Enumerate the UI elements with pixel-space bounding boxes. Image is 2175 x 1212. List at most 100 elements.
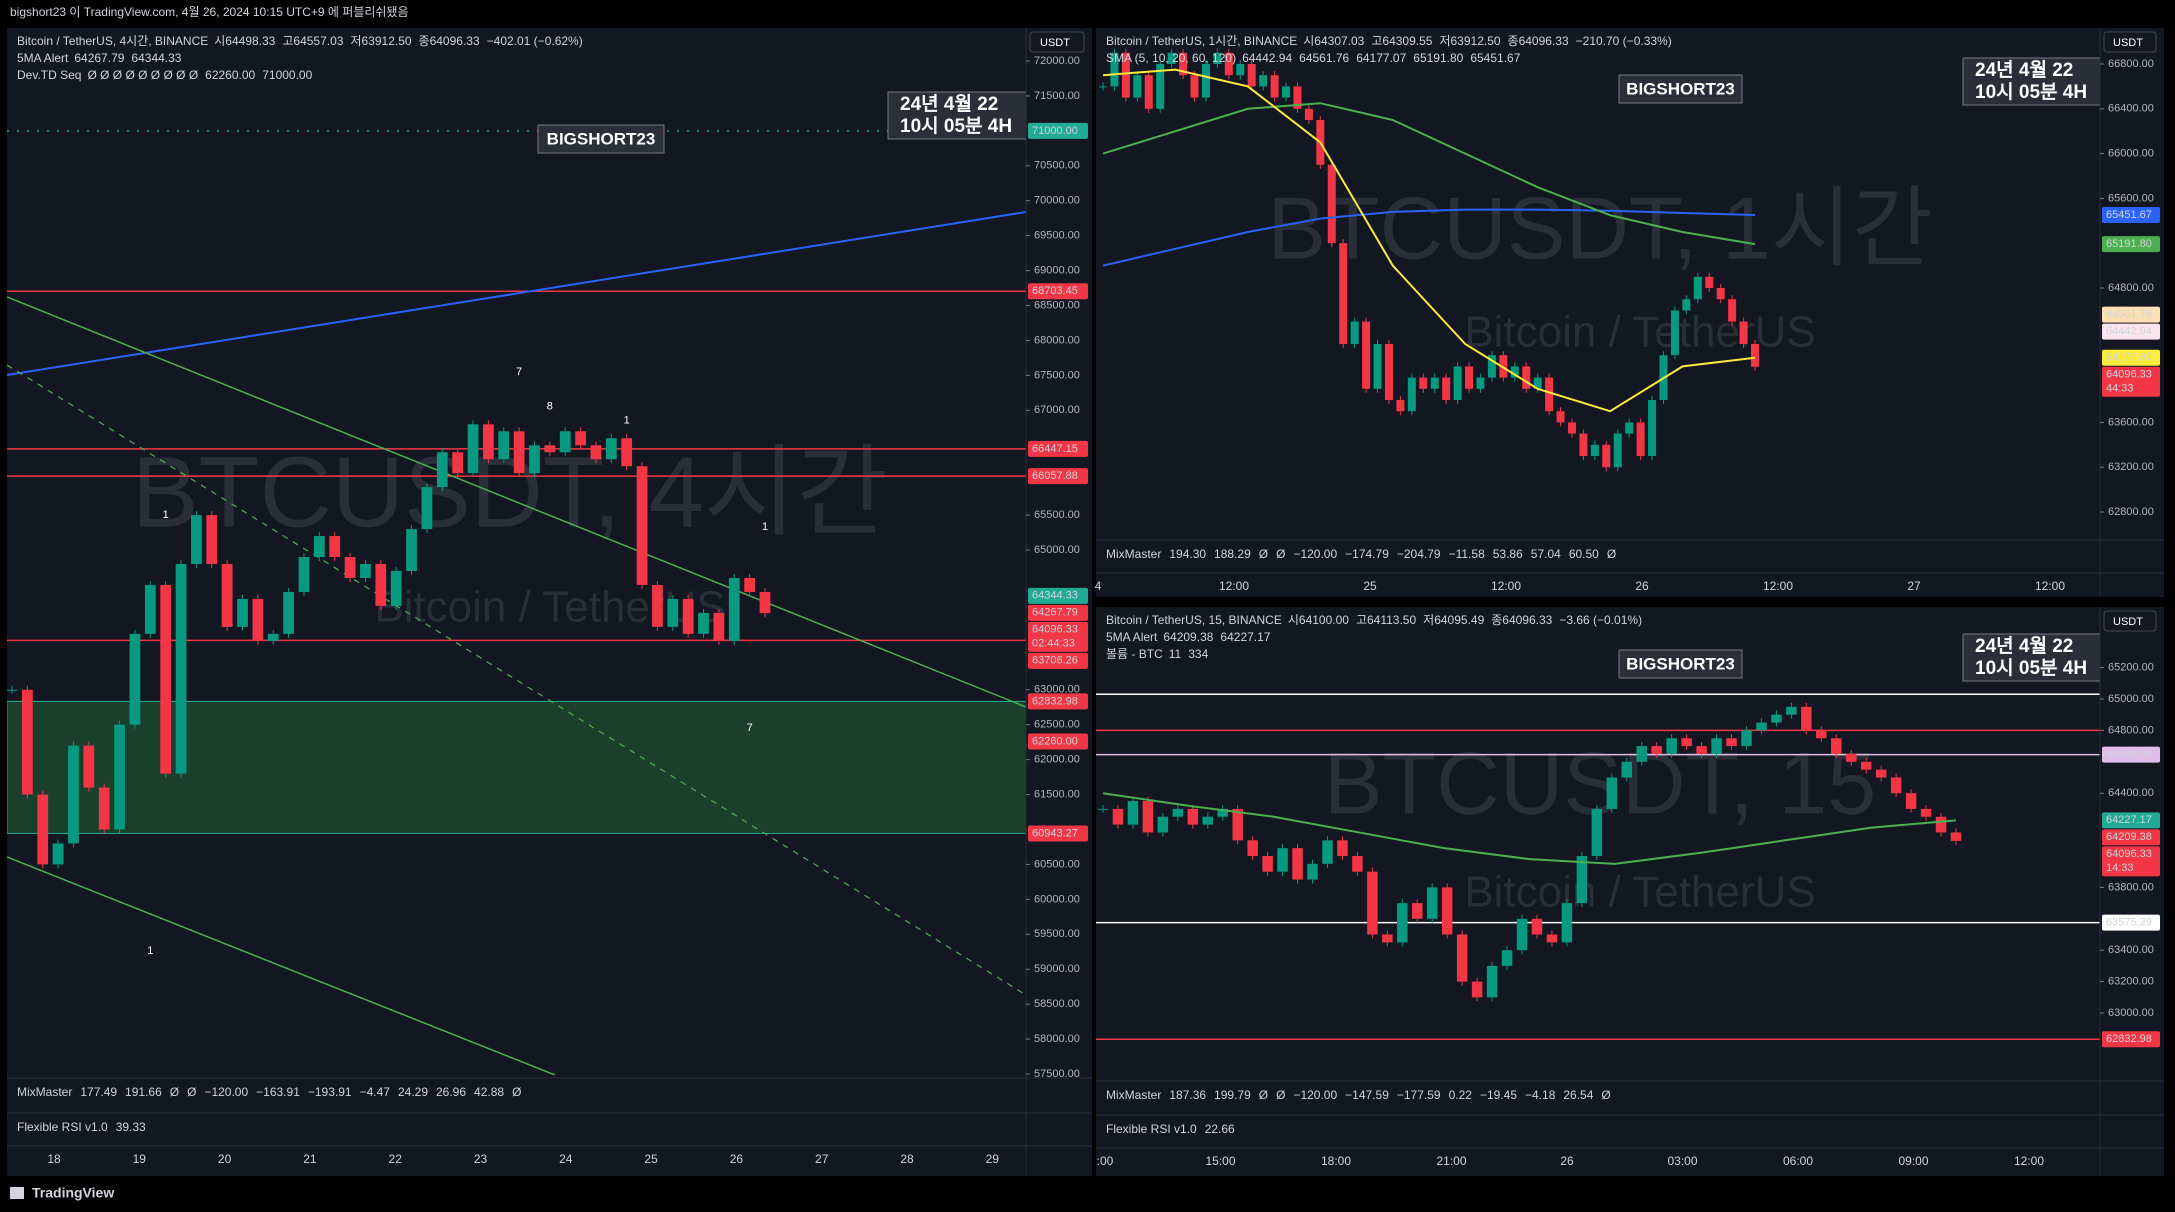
price-tick: 57500.00 bbox=[1034, 1068, 1080, 1080]
legend-value: 64442.94 bbox=[1242, 51, 1292, 65]
candle bbox=[1487, 355, 1496, 378]
time-label: 23 bbox=[474, 1152, 488, 1166]
candle bbox=[1382, 934, 1393, 943]
candle bbox=[1533, 377, 1542, 389]
price-tag-label: 63575.29 bbox=[2106, 917, 2152, 929]
legend-value: 종64096.33 bbox=[1491, 613, 1552, 627]
td-label: 7 bbox=[516, 366, 522, 378]
price-tag-label: 62260.00 bbox=[1032, 735, 1078, 747]
legend-value: 고64309.55 bbox=[1371, 34, 1432, 48]
indicator-value: 39.33 bbox=[116, 1120, 146, 1134]
candle bbox=[1397, 903, 1408, 943]
annotation: BIGSHORT23 bbox=[547, 129, 656, 148]
indicator-value: Ø bbox=[187, 1085, 196, 1099]
time-label: 27 bbox=[815, 1152, 829, 1166]
price-tag-label: 64209.38 bbox=[2106, 831, 2152, 843]
indicator-value: Ø bbox=[1276, 547, 1285, 561]
indicator-value: −174.79 bbox=[1345, 547, 1389, 561]
price-tag-label: 64561.76 bbox=[2106, 309, 2152, 321]
candle bbox=[1339, 243, 1348, 344]
chart-panel: BTCUSDT, 4시간 Bitcoin / TetherUS 7 8 1 1 1 7 1 BIG… bbox=[7, 28, 1092, 1176]
price-tag bbox=[1028, 604, 1088, 621]
candle bbox=[1157, 816, 1169, 833]
watermark: BTCUSDT, 4시간 bbox=[132, 436, 888, 548]
candle bbox=[1716, 288, 1725, 300]
candle bbox=[1613, 433, 1622, 468]
candle bbox=[713, 612, 725, 641]
price-tick: 70000.00 bbox=[1034, 195, 1080, 207]
legend-label: SMA (5, 10, 20, 60, 120) bbox=[1106, 51, 1236, 65]
candle bbox=[1112, 808, 1124, 825]
candle bbox=[160, 584, 172, 774]
stamp-line: 10시 05분 4H bbox=[1975, 657, 2087, 679]
time-label: 25 bbox=[644, 1152, 658, 1166]
indicator-value: −120.00 bbox=[1293, 1088, 1337, 1102]
stamp-line: 24년 4월 22 bbox=[900, 93, 998, 115]
candle bbox=[267, 633, 279, 641]
candle bbox=[144, 584, 156, 634]
candle bbox=[21, 689, 33, 795]
candle bbox=[1486, 965, 1498, 998]
legend-value: 종64096.33 bbox=[419, 34, 480, 48]
price-tag-label: 64227.17 bbox=[2106, 814, 2152, 826]
price-tag-label: 65191.80 bbox=[2106, 238, 2152, 250]
indicator-value: 57.04 bbox=[1531, 547, 1561, 561]
candle bbox=[452, 452, 464, 474]
price-tick: 69000.00 bbox=[1034, 264, 1080, 276]
candle bbox=[1771, 714, 1782, 723]
indicator-value: −177.59 bbox=[1397, 1088, 1441, 1102]
indicator-value: 24.29 bbox=[398, 1085, 428, 1099]
candle bbox=[1322, 840, 1333, 864]
price-tick: 70500.00 bbox=[1034, 160, 1080, 172]
stamp-box bbox=[1962, 633, 2100, 682]
candle bbox=[1510, 366, 1519, 378]
time-label: 18 bbox=[47, 1152, 61, 1166]
ma-line bbox=[1102, 102, 1756, 246]
time-label: 18:00 bbox=[1321, 1154, 1351, 1168]
indicator-value: 26.96 bbox=[436, 1085, 466, 1099]
candle bbox=[1576, 856, 1588, 904]
legend-value: 고64113.50 bbox=[1356, 613, 1417, 627]
indicator-label: Flexible RSI v1.0 bbox=[17, 1120, 108, 1134]
candle bbox=[1304, 108, 1313, 120]
candle bbox=[83, 745, 95, 788]
price-tick: 63800.00 bbox=[2108, 881, 2154, 893]
price-tick: 58500.00 bbox=[1034, 998, 1080, 1010]
currency-box bbox=[2103, 31, 2157, 53]
candle bbox=[1711, 738, 1722, 754]
price-tag bbox=[2102, 812, 2160, 829]
time-label: 19 bbox=[133, 1152, 147, 1166]
price-tick: 65200.00 bbox=[2108, 662, 2154, 674]
candle bbox=[1499, 355, 1508, 378]
candle bbox=[1567, 422, 1576, 434]
candle bbox=[436, 452, 448, 488]
indicator-value: Ø bbox=[1276, 1088, 1285, 1102]
watermark-sub: Bitcoin / TetherUS bbox=[1464, 308, 1815, 357]
candle bbox=[1590, 444, 1599, 456]
candle bbox=[1179, 52, 1188, 76]
price-tag bbox=[1028, 652, 1088, 669]
candle bbox=[375, 564, 387, 606]
price-tick: 71500.00 bbox=[1034, 90, 1080, 102]
candle bbox=[575, 431, 586, 446]
annotation: BIGSHORT23 bbox=[1626, 79, 1735, 98]
candle bbox=[1337, 840, 1348, 856]
candle bbox=[1705, 276, 1714, 288]
legend-label: 5MA Alert bbox=[1106, 630, 1158, 644]
candle bbox=[344, 557, 356, 578]
indicator-value: Ø bbox=[1259, 547, 1268, 561]
price-tick: 62500.00 bbox=[1034, 719, 1080, 731]
candle bbox=[206, 515, 218, 565]
price-tick: 60000.00 bbox=[1034, 893, 1080, 905]
ma-line bbox=[1102, 208, 1756, 267]
candle bbox=[1465, 366, 1474, 389]
price-tick: 64800.00 bbox=[2108, 724, 2154, 736]
candle bbox=[1202, 816, 1213, 825]
legend-value: −3.66 (−0.01%) bbox=[1559, 613, 1642, 627]
indicator-value: −193.91 bbox=[308, 1085, 352, 1099]
candle bbox=[1352, 856, 1363, 872]
candle bbox=[1396, 400, 1405, 412]
time-label: 12:00 bbox=[1219, 579, 1249, 593]
